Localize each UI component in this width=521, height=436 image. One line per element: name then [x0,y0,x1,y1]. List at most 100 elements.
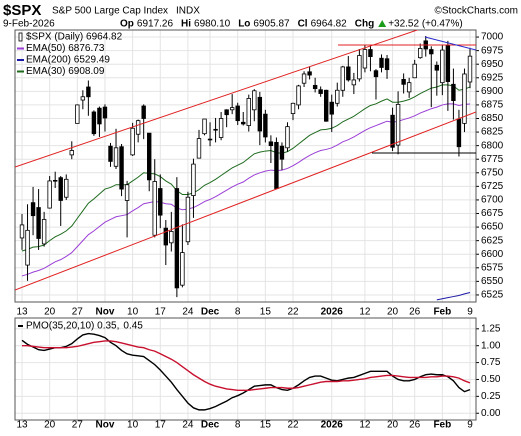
x-tick-label: 2026 [321,307,344,318]
y-tick-label: 6925 [481,72,504,83]
x-tick-label: 20 [387,420,399,431]
candle-body [147,132,152,181]
candle-body [119,146,124,190]
candle-body [406,82,412,93]
x-tick-label: 10 [127,420,139,431]
quote-label: Op [120,19,134,30]
candle-body [213,128,218,131]
candle-body [395,103,401,146]
quote-value: 6980.10 [194,19,231,30]
x-tick-label: 9 [467,307,473,318]
candle-body [390,114,395,148]
x-tick-label: 15 [260,307,272,318]
legend-entry: 0.45 [123,321,143,332]
x-tick-label: Dec [201,307,220,318]
y-tick-label: 6625 [481,235,504,246]
x-tick-label: 27 [72,307,84,318]
candle-body [86,86,91,98]
y-tick-label: 6825 [481,127,504,138]
date: 9-Feb-2026 [3,19,55,30]
panel: 0.00 0.25 0.50 0.75 1.00 1.25 13 20 27 Nov 10 17 24 D… [14,317,501,431]
candle-body [401,79,406,85]
candle-body [202,118,207,135]
legend-candle-icon [18,32,23,42]
candle-body [246,98,251,126]
y-tick-label: 6900 [481,86,504,97]
plot-area [15,30,476,302]
y-tick-label: 6700 [481,195,504,206]
candle-body [69,150,74,156]
x-tick-label: 10 [127,307,139,318]
x-tick-label: 26 [409,420,421,431]
candle-body [434,64,440,71]
candle-body [445,44,451,82]
quote-value: 6905.87 [253,19,290,30]
candle-body [47,180,52,209]
candle-body [41,219,47,245]
candle-body [279,145,285,160]
x-tick-label: 2026 [321,420,344,431]
series-line [21,84,471,252]
x-tick-label: 17 [155,420,167,431]
y-tick-label: 6975 [481,45,504,56]
candle-body [30,202,36,217]
candle-body [318,89,323,94]
candle-body [357,55,362,80]
candle-body [456,118,462,148]
y-tick-label: 6950 [481,59,504,70]
quote-value: 6964.82 [311,19,348,30]
candle-body [429,49,434,55]
candle-body [152,181,157,236]
candle-body [135,120,141,135]
candle-body [229,107,235,111]
panels: 6525 6550 6575 6600 6625 6650 6675 6700 6725 6750… [14,29,504,431]
candle-body [323,89,329,122]
candle-body [163,227,169,246]
candle-body [296,85,301,106]
legend-entry: PMO(35,20,10) 0.35, [26,321,119,332]
x-tick-label: 8 [235,307,241,318]
candle-body [124,184,130,201]
candle-body [418,48,423,59]
panel-border [14,317,477,421]
x-tick-label: Feb [433,307,451,318]
candle-body [335,89,340,104]
candle-body [467,55,473,83]
legend-entry: $SPX (Daily) 6964.82 [26,32,123,43]
candle-body [346,66,351,81]
y-tick-label: 6875 [481,100,504,111]
x-tick-label: 13 [16,420,28,431]
series-line [436,292,471,301]
x-tick-label: Feb [433,420,451,431]
quote-label: Chg [355,19,374,30]
candle-body [252,90,257,111]
y-tick-label: 6800 [481,140,504,151]
plot [19,35,473,301]
symbol: $SPX [3,2,41,19]
candle-body [185,196,191,243]
x-tick-label: 20 [44,307,56,318]
y-tick-label: 6775 [481,154,504,165]
candle-body [180,252,185,286]
up-arrow [378,20,387,27]
candle-body [263,113,268,138]
candle-body [312,84,318,90]
candle-body [379,57,384,68]
series-line [22,340,471,391]
panel: 6525 6550 6575 6600 6625 6650 6675 6700 6725 6750… [14,29,504,318]
x-tick-label: 9 [467,420,473,431]
x-tick-label: Dec [201,420,220,431]
candle-body [268,141,274,147]
candle-body [191,163,196,196]
x-tick-label: 27 [72,420,84,431]
candle-body [207,138,213,141]
quote-label: Lo [238,19,250,30]
y-tick-label: 0.25 [481,391,501,402]
legend-entry: EMA(200) 6529.49 [26,55,110,66]
candle-body [80,96,86,101]
candle-body [64,178,69,198]
quote-label: Hi [181,19,191,30]
x-tick-label: 8 [235,420,241,431]
candle-body [412,63,417,79]
